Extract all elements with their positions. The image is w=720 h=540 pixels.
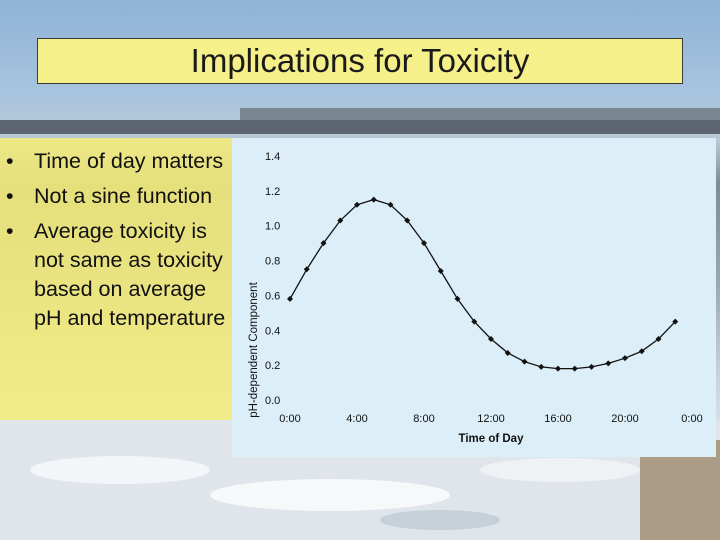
data-point: [437, 268, 444, 275]
bullet-panel: [0, 138, 232, 420]
y-tick-label: 0.8: [265, 256, 280, 268]
data-point: [404, 217, 411, 224]
data-point: [605, 360, 612, 367]
data-point: [354, 201, 360, 208]
data-point: [337, 217, 344, 224]
data-point: [672, 318, 679, 325]
x-tick-label: 20:00: [611, 413, 639, 425]
data-point: [287, 295, 293, 302]
series-line: [289, 198, 676, 370]
bullet-item: • Average toxicity is not same as toxicit…: [0, 217, 236, 333]
data-point: [555, 365, 561, 372]
y-tick-label: 1.2: [265, 186, 280, 198]
data-point: [320, 240, 327, 247]
line-chart: pH-dependent Component Time of Day 0.0 0.…: [248, 151, 703, 445]
y-axis-label: pH-dependent Component: [248, 281, 260, 417]
data-point: [488, 336, 494, 342]
bullet-dot-icon: •: [6, 219, 14, 243]
bullet-text: Time of day matters: [34, 149, 224, 173]
y-tick-label: 1.0: [265, 221, 280, 233]
x-tick-label: 0:00: [279, 413, 300, 425]
chart-panel: pH-dependent Component Time of Day 0.0 0.…: [232, 138, 716, 457]
x-tick-label: 4:00: [346, 413, 367, 425]
y-tick-label: 0.0: [265, 395, 280, 407]
bullet-text: Not a sine function: [34, 184, 213, 208]
bullet-item: • Time of day matters: [0, 147, 236, 176]
bullet-list: • Time of day matters • Not a sine functio…: [0, 147, 236, 339]
data-point: [504, 349, 511, 356]
data-point: [421, 240, 427, 247]
data-point: [370, 196, 377, 203]
bullet-item: • Not a sine function: [0, 182, 236, 211]
data-point: [521, 358, 528, 365]
x-axis-label: Time of Day: [459, 433, 525, 445]
data-point: [387, 201, 394, 208]
y-tick-label: 0.2: [265, 360, 280, 372]
data-point: [638, 348, 645, 355]
bullet-dot-icon: •: [6, 149, 14, 173]
data-point: [588, 363, 595, 370]
data-point: [303, 266, 310, 273]
x-tick-label: 12:00: [477, 413, 505, 425]
x-tick-label: 16:00: [544, 413, 572, 425]
y-tick-label: 0.6: [265, 290, 280, 302]
data-point: [538, 363, 545, 370]
y-tick-label: 1.4: [265, 151, 280, 163]
y-tick-label: 0.4: [265, 325, 280, 337]
data-point: [655, 336, 662, 342]
data-point: [471, 318, 478, 325]
x-tick-label: 0:00: [681, 413, 702, 425]
data-point: [622, 355, 628, 362]
bullet-text: Average toxicity is not same as toxicity…: [34, 219, 226, 330]
data-point: [571, 365, 578, 372]
slide-title-box: Implications for Toxicity: [37, 38, 683, 84]
slide-title: Implications for Toxicity: [190, 42, 530, 79]
bullet-dot-icon: •: [6, 184, 14, 208]
data-point: [454, 295, 461, 302]
x-tick-label: 8:00: [413, 413, 434, 425]
